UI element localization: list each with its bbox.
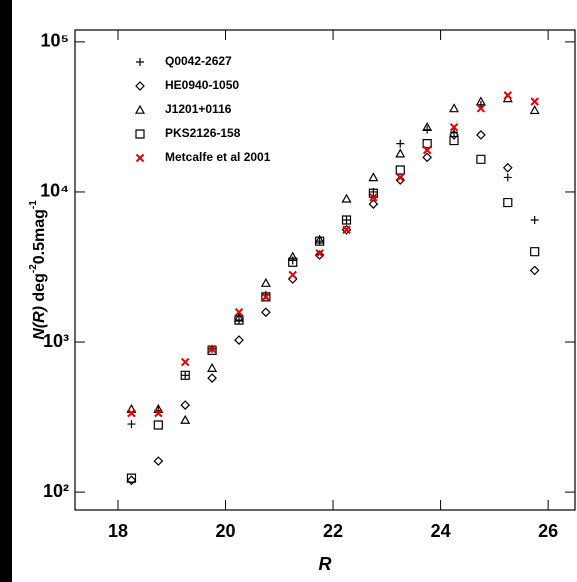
data-point bbox=[476, 104, 486, 113]
data-point bbox=[234, 316, 243, 325]
data-point bbox=[234, 315, 244, 325]
data-point bbox=[502, 162, 513, 173]
data-point bbox=[449, 123, 459, 132]
data-point bbox=[395, 148, 406, 158]
data-point bbox=[422, 152, 432, 163]
data-point bbox=[342, 225, 351, 234]
data-point bbox=[396, 139, 405, 148]
data-point bbox=[341, 215, 352, 225]
legend-label: Q0042-2627 bbox=[165, 54, 232, 68]
legend-marker bbox=[136, 58, 144, 66]
data-point bbox=[261, 292, 271, 302]
data-point bbox=[530, 247, 540, 257]
data-point bbox=[233, 312, 244, 322]
y-tick-label: 10² bbox=[43, 481, 69, 501]
data-point bbox=[207, 362, 218, 372]
data-point bbox=[180, 400, 191, 410]
data-point bbox=[449, 130, 459, 140]
y-label-part: N(R) bbox=[31, 306, 48, 340]
y-label-part: 0.5mag bbox=[31, 209, 48, 264]
data-point bbox=[234, 335, 244, 345]
data-point bbox=[181, 357, 190, 367]
y-label-part: -2 bbox=[28, 264, 39, 273]
data-point bbox=[449, 135, 459, 146]
data-point bbox=[422, 139, 432, 149]
data-point bbox=[154, 408, 163, 418]
panel bbox=[12, 0, 577, 582]
data-point bbox=[153, 420, 163, 430]
data-point bbox=[153, 456, 164, 466]
data-point bbox=[207, 344, 217, 354]
data-point bbox=[126, 473, 137, 483]
data-point bbox=[422, 145, 432, 155]
data-point bbox=[449, 103, 460, 113]
data-point bbox=[180, 414, 191, 424]
data-point bbox=[315, 249, 324, 258]
legend-label: HE0940-1050 bbox=[165, 78, 239, 92]
data-point bbox=[127, 408, 136, 418]
data-point bbox=[369, 193, 378, 202]
legend-label: PKS2126-158 bbox=[165, 126, 241, 140]
y-axis-label: N(R) deg-20.5mag-1 bbox=[28, 200, 49, 340]
data-point bbox=[261, 292, 271, 302]
y-label-part: deg bbox=[31, 273, 48, 306]
data-point bbox=[287, 251, 298, 261]
legend-marker bbox=[135, 153, 145, 163]
data-point bbox=[234, 308, 244, 317]
legend-marker bbox=[135, 81, 145, 91]
data-point bbox=[395, 165, 405, 175]
x-tick-label: 26 bbox=[538, 521, 558, 541]
data-point bbox=[530, 97, 539, 106]
data-point bbox=[180, 370, 190, 380]
x-tick-label: 18 bbox=[108, 521, 128, 541]
data-point bbox=[396, 173, 405, 182]
legend-label: Metcalfe et al 2001 bbox=[165, 150, 271, 164]
data-point bbox=[288, 270, 297, 280]
data-point bbox=[315, 236, 325, 246]
data-point bbox=[530, 216, 539, 225]
y-tick-label: 10⁴ bbox=[40, 181, 69, 201]
data-point bbox=[288, 257, 298, 267]
data-point bbox=[476, 130, 486, 140]
data-point bbox=[260, 277, 271, 287]
data-point bbox=[475, 96, 486, 106]
data-point bbox=[503, 91, 513, 100]
x-tick-label: 24 bbox=[431, 521, 451, 541]
legend-marker bbox=[135, 129, 145, 139]
data-point bbox=[368, 172, 379, 182]
data-point bbox=[342, 216, 351, 225]
data-point bbox=[476, 154, 486, 164]
data-point bbox=[127, 420, 136, 429]
legend-marker bbox=[134, 104, 146, 114]
data-point bbox=[422, 121, 433, 132]
x-tick-label: 22 bbox=[323, 521, 343, 541]
data-point bbox=[314, 250, 325, 260]
data-point bbox=[503, 173, 512, 182]
y-label-part: -1 bbox=[28, 200, 39, 209]
data-point bbox=[341, 193, 352, 203]
data-point bbox=[126, 475, 137, 486]
legend-label: J1201+0116 bbox=[165, 102, 232, 116]
y-tick-label: 10⁵ bbox=[41, 31, 69, 51]
data-point bbox=[368, 199, 379, 209]
data-point bbox=[423, 125, 432, 134]
data-point bbox=[207, 373, 217, 383]
data-point bbox=[181, 371, 190, 380]
y-tick-label: 10³ bbox=[43, 331, 69, 351]
data-point bbox=[314, 234, 325, 244]
data-point bbox=[529, 105, 540, 115]
data-point bbox=[450, 128, 459, 137]
x-tick-label: 20 bbox=[216, 521, 236, 541]
plot-frame bbox=[74, 29, 576, 511]
data-point bbox=[261, 307, 271, 318]
x-axis-label: R bbox=[319, 554, 332, 574]
data-point bbox=[503, 197, 513, 208]
data-point bbox=[529, 265, 540, 276]
